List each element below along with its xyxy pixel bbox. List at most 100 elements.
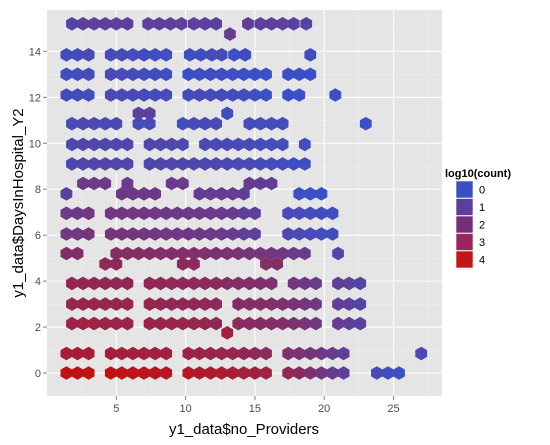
hexbin-cell bbox=[232, 297, 245, 311]
hexbin-cell bbox=[265, 157, 278, 171]
hexbin-cell bbox=[143, 106, 156, 121]
hexbin-cell bbox=[154, 157, 167, 171]
hexbin-cell bbox=[204, 187, 217, 201]
hexbin-cell bbox=[300, 17, 313, 31]
hexbin-cell bbox=[260, 366, 272, 380]
hexbin-cell bbox=[138, 227, 150, 241]
hexbin-cell bbox=[182, 88, 195, 102]
hexbin-cell bbox=[371, 366, 383, 380]
hexbin-cell bbox=[254, 157, 267, 171]
hexbin-cell bbox=[176, 116, 189, 131]
hexbin-cell bbox=[310, 297, 322, 311]
hexbin-cell bbox=[110, 157, 123, 171]
hexbin-cell bbox=[149, 346, 161, 361]
hexbin-cell bbox=[149, 227, 161, 241]
hexbin-cell bbox=[82, 67, 95, 82]
hexbin-cell bbox=[210, 116, 222, 131]
hexbin-cell bbox=[287, 297, 300, 311]
hexbin-cell bbox=[206, 48, 218, 62]
hexbin-cell bbox=[71, 366, 84, 380]
hexbin-cell bbox=[110, 276, 123, 291]
hexbin-cell bbox=[138, 88, 150, 102]
hexbin-cell bbox=[210, 297, 222, 311]
hexbin-cell bbox=[82, 48, 95, 62]
hexbin-cell bbox=[127, 206, 139, 221]
hexbin-cell bbox=[188, 157, 200, 171]
hexbin-cell bbox=[116, 206, 128, 221]
hexbin-cell bbox=[265, 246, 278, 261]
hexbin-cell bbox=[165, 137, 178, 152]
hexbin-cell bbox=[121, 316, 134, 331]
hexbin-cell bbox=[182, 366, 195, 380]
hexbin-cell bbox=[282, 346, 294, 361]
hexbin-cell bbox=[82, 227, 95, 241]
x-tick-label: 15 bbox=[249, 403, 261, 415]
hexbin-cell bbox=[77, 276, 89, 291]
hexbin-cell bbox=[116, 227, 128, 241]
hexbin-cell bbox=[160, 88, 173, 102]
hexbin-cell bbox=[66, 17, 78, 31]
hexbin-cell bbox=[293, 187, 306, 201]
y-axis-title: y1_data$DaysInHospital_Y2 bbox=[10, 108, 27, 297]
hexbin-cell bbox=[210, 276, 222, 291]
hexbin-cell bbox=[204, 346, 217, 361]
hexbin-cell bbox=[116, 346, 128, 361]
hexbin-cell bbox=[171, 206, 184, 221]
hexbin-cell bbox=[199, 297, 211, 311]
hexbin-cell bbox=[276, 137, 289, 152]
hexbin-cell bbox=[343, 316, 355, 331]
legend-swatch bbox=[455, 233, 474, 251]
legend-swatch bbox=[455, 250, 474, 269]
hexbin-cell bbox=[88, 157, 100, 171]
hexbin-cell bbox=[210, 137, 222, 152]
hexbin-cell bbox=[188, 257, 200, 271]
hexbin-cell bbox=[110, 297, 123, 311]
hexbin-cell bbox=[182, 206, 195, 221]
legend-label: 2 bbox=[479, 220, 485, 232]
hexbin-cell bbox=[243, 297, 256, 311]
hexbin-cell bbox=[265, 176, 278, 191]
hexbin-cell bbox=[176, 176, 189, 191]
hexbin-cell bbox=[143, 116, 156, 131]
hexbin-cell bbox=[237, 366, 250, 380]
hexbin-cell bbox=[127, 48, 139, 62]
hexbin-cell bbox=[116, 366, 128, 380]
hexbin-cell bbox=[254, 276, 267, 291]
hexbin-cell bbox=[110, 17, 123, 31]
hexbin-cell bbox=[99, 176, 112, 191]
hexbin-cell bbox=[304, 346, 317, 361]
hexbin-cell bbox=[66, 116, 78, 131]
hexbin-cell bbox=[304, 366, 317, 380]
hexbin-cell bbox=[165, 157, 178, 171]
hexbin-cell bbox=[304, 48, 317, 62]
hexbin-cell bbox=[287, 276, 300, 291]
hexbin-cell bbox=[329, 88, 342, 102]
hexbin-cell bbox=[82, 88, 95, 102]
hexbin-cell bbox=[110, 137, 123, 152]
hexbin-cell bbox=[315, 206, 328, 221]
x-tick-label: 20 bbox=[318, 403, 330, 415]
hexbin-cell bbox=[249, 346, 261, 361]
hexbin-cell bbox=[193, 346, 206, 361]
hexbin-cell bbox=[71, 346, 84, 361]
hexbin-cell bbox=[66, 157, 78, 171]
hexbin-cell bbox=[188, 316, 200, 331]
hexbin-cell bbox=[298, 316, 311, 331]
hexbin-cell bbox=[232, 246, 245, 261]
hexbin-cell bbox=[77, 17, 89, 31]
hexbin-cell bbox=[77, 176, 89, 191]
hexbin-cell bbox=[226, 88, 239, 102]
hexbin-cell bbox=[199, 276, 211, 291]
hexbin-cell bbox=[99, 257, 112, 271]
hexbin-cell bbox=[104, 346, 117, 361]
hexbin-cell bbox=[60, 366, 73, 380]
hexbin-cell bbox=[254, 176, 267, 191]
hexbin-cell bbox=[127, 187, 139, 201]
hexbin-cell bbox=[132, 116, 145, 131]
hexbin-cell bbox=[176, 257, 189, 271]
hexbin-cell bbox=[249, 227, 261, 241]
legend-title: log10(count) bbox=[445, 168, 511, 180]
hexbin-cell bbox=[199, 316, 211, 331]
x-tick-label: 5 bbox=[113, 403, 119, 415]
x-tick-label: 10 bbox=[179, 403, 191, 415]
